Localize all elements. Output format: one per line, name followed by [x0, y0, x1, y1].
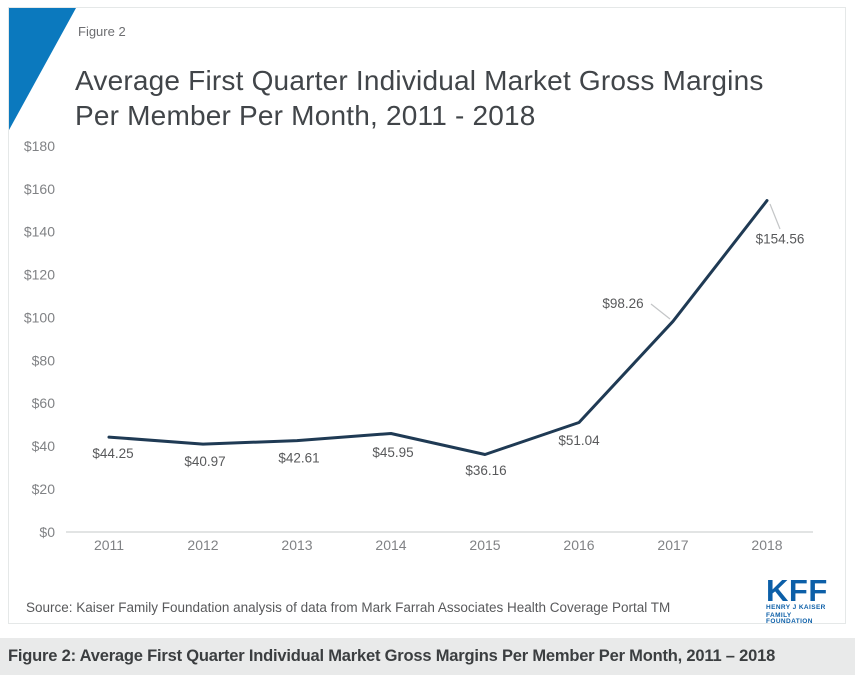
x-tick-label: 2015 — [469, 537, 500, 553]
data-point-label: $40.97 — [184, 454, 225, 469]
x-tick-label: 2017 — [657, 537, 688, 553]
kff-logo-text: KFF — [766, 573, 828, 608]
kff-logo-subtext-line1: HENRY J KAISER — [766, 604, 826, 611]
figure-card: Figure 2 Average First Quarter Individua… — [8, 7, 846, 626]
data-point-label: $36.16 — [465, 463, 506, 478]
y-tick-label: $80 — [32, 352, 56, 368]
x-tick-label: 2013 — [281, 537, 312, 553]
figure-caption-bar: Figure 2: Average First Quarter Individu… — [0, 638, 855, 675]
data-point-label: $154.56 — [756, 231, 805, 246]
data-point-label: $42.61 — [278, 450, 319, 465]
x-tick-label: 2012 — [187, 537, 218, 553]
chart-svg: $180 $160 $140 $120 $100 $80 $60 $40 $20 $0 2011 20… — [24, 138, 813, 553]
line-chart: $180 $160 $140 $120 $100 $80 $60 $40 $20 $0 2011 20… — [9, 133, 846, 573]
y-tick-label: $20 — [32, 481, 56, 497]
x-tick-label: 2011 — [94, 537, 124, 553]
y-tick-label: $120 — [24, 267, 55, 283]
y-tick-label: $60 — [32, 395, 56, 411]
y-tick-label: $100 — [24, 310, 55, 326]
y-tick-label: $180 — [24, 138, 55, 154]
y-tick-label: $0 — [39, 524, 55, 540]
corner-triangle-decoration — [9, 8, 76, 130]
label-leader-line — [769, 203, 781, 230]
chart-title: Average First Quarter Individual Market … — [75, 64, 764, 131]
y-tick-label: $160 — [24, 181, 55, 197]
label-leader-line — [650, 303, 671, 320]
data-point-label: $51.04 — [558, 433, 600, 448]
y-tick-label: $140 — [24, 224, 55, 240]
figure-number-label: Figure 2 — [78, 24, 126, 39]
y-tick-label: $40 — [32, 438, 56, 454]
x-tick-label: 2018 — [751, 537, 782, 553]
data-point-label: $44.25 — [92, 446, 133, 461]
data-point-label: $45.95 — [372, 445, 413, 460]
source-note: Source: Kaiser Family Foundation analysi… — [26, 600, 671, 615]
x-tick-label: 2014 — [375, 537, 406, 553]
figure-caption-text: Figure 2: Average First Quarter Individu… — [8, 647, 776, 665]
kff-logo: KFF HENRY J KAISER FAMILY FOUNDATION — [766, 573, 836, 626]
kff-logo-subtext-line2: FAMILY FOUNDATION — [766, 611, 813, 625]
data-point-label: $98.26 — [602, 296, 643, 311]
x-tick-label: 2016 — [563, 537, 594, 553]
data-line — [107, 199, 769, 456]
